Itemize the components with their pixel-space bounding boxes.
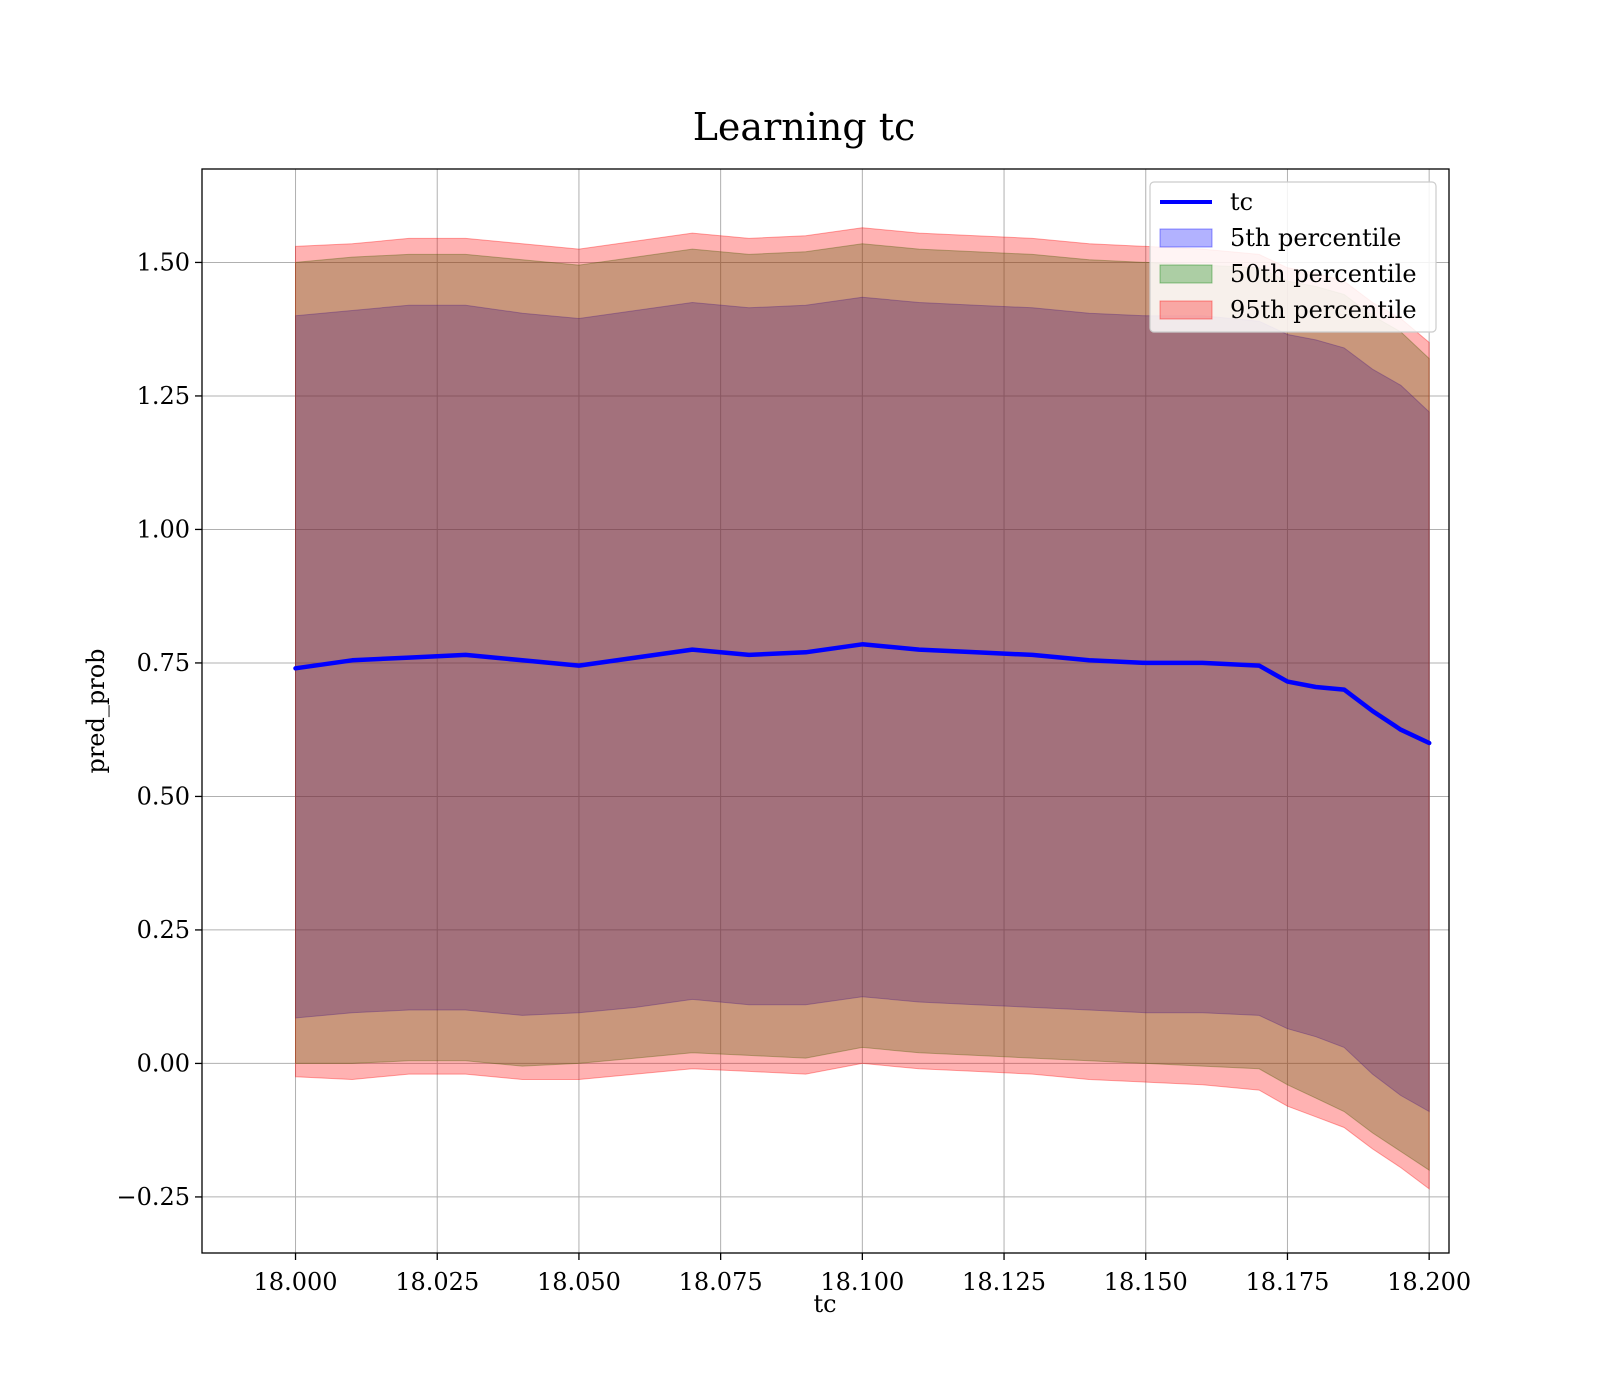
x-tick-label-4: 18.100	[820, 1268, 904, 1296]
legend-swatch-5th-percentile	[1159, 228, 1213, 248]
band-5th-percentile	[295, 296, 1430, 1113]
y-tick-label-1: 0.00	[137, 1049, 190, 1077]
y-tick-label-6: 1.25	[137, 382, 190, 410]
legend: tc 5th percentile 50th percentile 95th perc…	[1149, 181, 1437, 333]
percentile-bands	[295, 227, 1430, 1190]
legend-swatch-50th-percentile	[1159, 264, 1213, 284]
y-tick-label-3: 0.50	[137, 782, 190, 810]
legend-label-95th-percentile: 95th percentile	[1230, 296, 1417, 324]
legend-label-tc: tc	[1230, 188, 1253, 216]
y-tick-label-4: 0.75	[137, 649, 190, 677]
series-lines	[293, 642, 1432, 746]
series-line-tc	[293, 642, 1432, 746]
plot-area-frame	[201, 168, 1450, 1254]
y-tick-label-7: 1.50	[137, 248, 190, 276]
grid	[202, 169, 1449, 1253]
y-tick-label-2: 0.25	[137, 916, 190, 944]
legend-label-5th-percentile: 5th percentile	[1230, 224, 1401, 252]
legend-swatch-95th-percentile	[1159, 300, 1213, 320]
legend-box	[1149, 181, 1437, 333]
x-tick-label-3: 18.075	[679, 1268, 763, 1296]
chart-title: Learning tc	[693, 105, 916, 149]
band-95th-percentile	[295, 227, 1430, 1190]
x-axis-ticks: 18.000 18.025 18.050 18.075 18.100 18.125 18.1…	[254, 1253, 1471, 1296]
x-axis-label: tc	[813, 1290, 836, 1318]
y-tick-label-0: −0.25	[116, 1183, 190, 1211]
legend-label-50th-percentile: 50th percentile	[1230, 260, 1417, 288]
x-tick-label-0: 18.000	[254, 1268, 338, 1296]
x-tick-label-6: 18.150	[1104, 1268, 1188, 1296]
x-tick-label-5: 18.125	[962, 1268, 1046, 1296]
y-tick-label-5: 1.00	[137, 515, 190, 543]
y-axis-label: pred_prob	[82, 648, 110, 773]
x-tick-label-1: 18.025	[395, 1268, 479, 1296]
y-axis-ticks: −0.25 0.00 0.25 0.50 0.75 1.00 1.25 1.50	[116, 248, 202, 1211]
x-tick-label-8: 18.200	[1387, 1268, 1471, 1296]
band-50th-percentile	[295, 243, 1430, 1172]
x-tick-label-7: 18.175	[1245, 1268, 1329, 1296]
x-tick-label-2: 18.050	[537, 1268, 621, 1296]
